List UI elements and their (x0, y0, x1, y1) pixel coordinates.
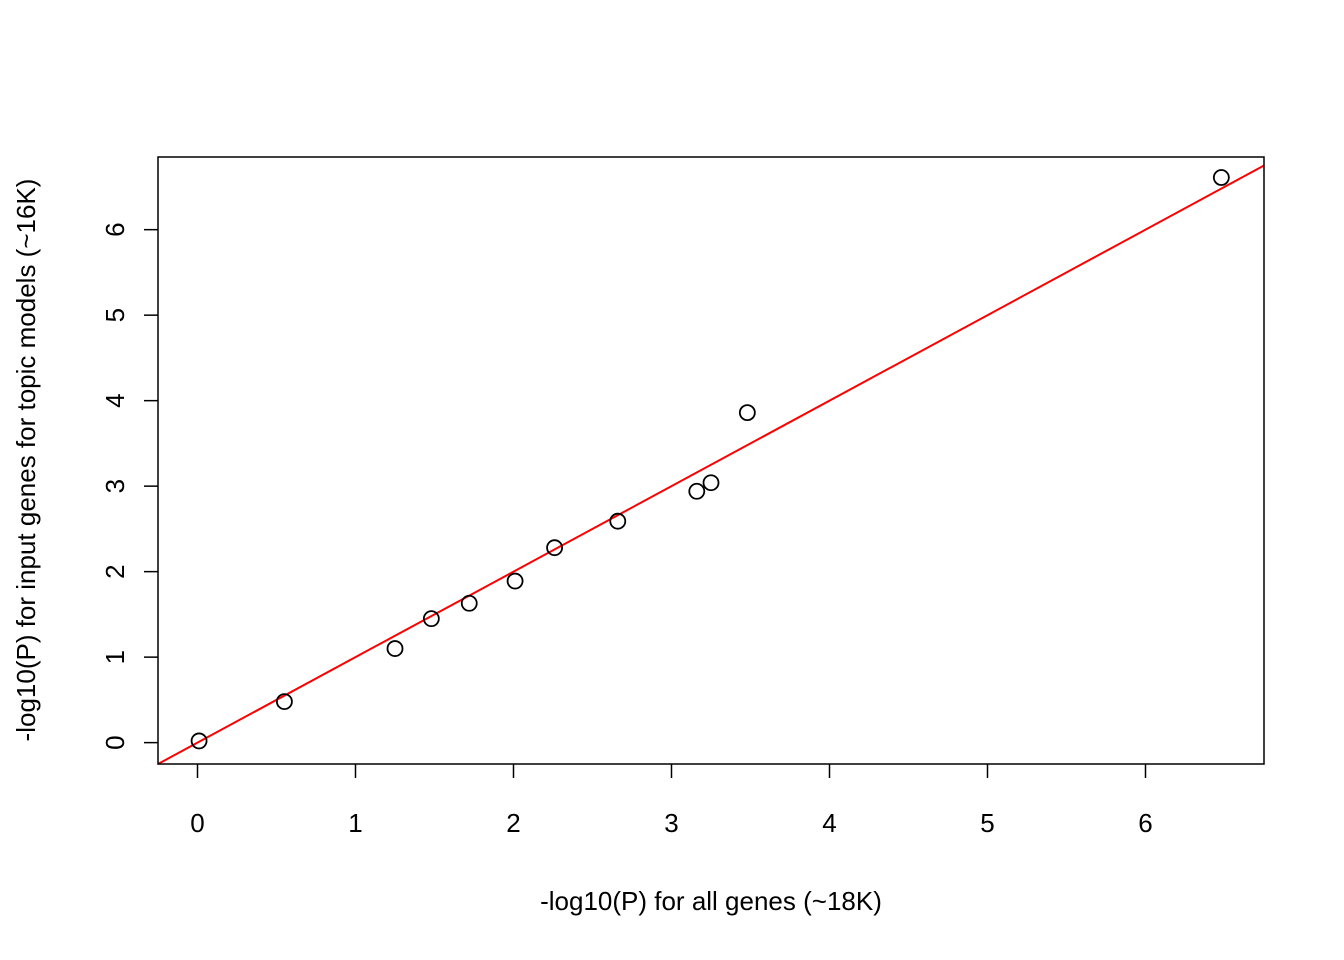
x-tick-label: 4 (822, 808, 836, 838)
data-point (1212, 169, 1230, 186)
plot-frame (157, 156, 1265, 765)
y-axis-label: -log10(P) for input genes for topic mode… (11, 179, 41, 742)
y-tick-label: 2 (100, 564, 130, 578)
data-point (506, 572, 524, 590)
reference-line-layer (157, 164, 1265, 765)
x-tick-label: 6 (1138, 808, 1152, 838)
data-point (738, 404, 756, 422)
y-tick-label: 3 (100, 479, 130, 493)
x-tick-label: 2 (506, 808, 520, 838)
y-tick-label: 0 (100, 735, 130, 749)
y-tick-label: 1 (100, 650, 130, 664)
data-point (702, 474, 720, 492)
data-point (460, 594, 478, 612)
x-tick-label: 1 (348, 808, 362, 838)
data-point (386, 640, 404, 657)
points-layer (190, 169, 1230, 750)
x-axis: 0 1 2 3 4 5 6 (190, 764, 1153, 838)
data-point (422, 610, 440, 628)
x-tick-label: 3 (664, 808, 678, 838)
y-tick-label: 6 (100, 222, 130, 236)
y-tick-label: 4 (100, 393, 130, 407)
y-tick-label: 5 (100, 308, 130, 322)
x-tick-label: 5 (980, 808, 994, 838)
data-point (190, 732, 208, 750)
data-point (688, 482, 706, 500)
data-point (609, 512, 627, 530)
data-point (546, 539, 563, 557)
x-tick-label: 0 (190, 808, 204, 838)
x-axis-label: -log10(P) for all genes (~18K) (540, 886, 882, 916)
identity-line (157, 164, 1265, 765)
data-point (275, 693, 293, 710)
y-axis: 0 1 2 3 4 5 6 (100, 222, 158, 750)
